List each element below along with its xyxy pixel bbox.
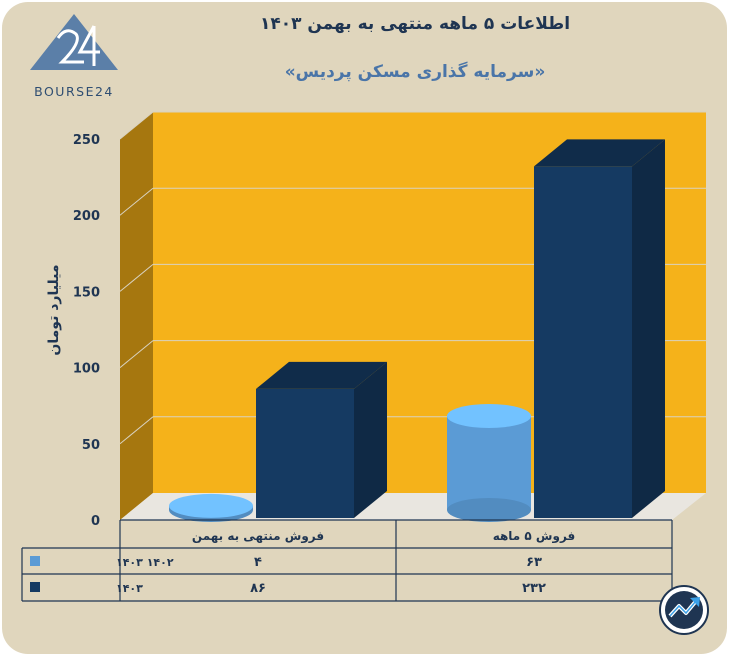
gridline	[119, 111, 154, 140]
chart-subtitle: «سرمایه گذاری مسکن پردیس»	[284, 62, 546, 82]
y-tick-label: 200	[73, 209, 100, 224]
y-tick-label: 100	[73, 362, 100, 377]
bar-1-1	[256, 388, 354, 518]
side-wall	[120, 112, 153, 520]
data-label: ۲۳۲	[522, 581, 546, 596]
data-label: ۶۳	[526, 555, 542, 570]
bar-top-0-0	[447, 403, 531, 428]
legend-swatch	[30, 556, 40, 566]
gridline	[119, 416, 154, 445]
bar-base-0-0	[447, 498, 531, 522]
y-tick-label: 0	[91, 514, 100, 529]
bar-top-1-1	[256, 361, 387, 389]
legend-label: ۱۴۰۳	[116, 582, 143, 595]
category-label: فروش منتهی به بهمن	[192, 529, 324, 544]
legend-swatch	[30, 582, 40, 592]
trend-arrow-badge-icon	[659, 585, 709, 635]
category-label: فروش ۵ ماهه	[493, 529, 576, 544]
bar-0-0	[447, 415, 531, 510]
chart-title: اطلاعات ۵ ماهه منتهی به بهمن ۱۴۰۳	[259, 14, 571, 34]
gridline	[119, 264, 154, 292]
data-label: ۸۶	[250, 581, 266, 596]
bar-side-1-1	[354, 361, 387, 518]
y-tick-label: 150	[73, 285, 100, 300]
legend-label: ۱۴۰۲ ۱۴۰۳	[116, 556, 174, 569]
bar-1-0	[534, 166, 632, 518]
bar-top-0-1	[169, 493, 253, 518]
data-label: ۴	[254, 555, 262, 570]
gridline	[119, 187, 154, 216]
bar-side-1-0	[632, 139, 665, 518]
bourse24-logo-icon	[30, 14, 118, 70]
y-tick-label: 50	[82, 438, 100, 453]
gridline	[119, 340, 154, 368]
logo-text: BOURSE24	[34, 84, 114, 99]
y-tick-label: 250	[73, 133, 100, 148]
bar-top-1-0	[534, 139, 665, 167]
